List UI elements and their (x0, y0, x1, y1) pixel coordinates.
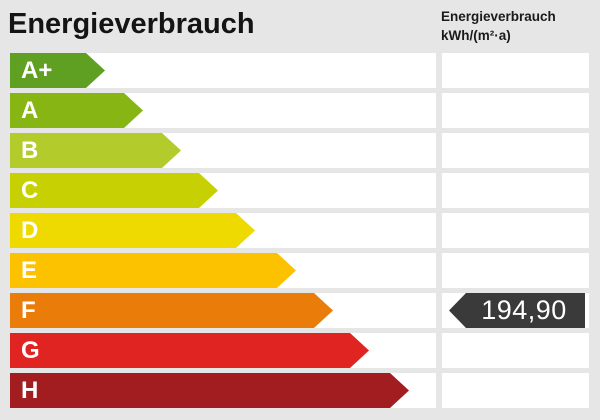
value-cell (442, 133, 589, 168)
scale-track: F (10, 293, 436, 328)
scale-track: D (10, 213, 436, 248)
class-label: E (21, 256, 38, 284)
scale-row-a+: A+ (10, 53, 589, 88)
class-arrow: C (10, 173, 218, 208)
value-cell (442, 253, 589, 288)
class-label: A+ (21, 56, 53, 84)
scale-row-d: D (10, 213, 589, 248)
scale-row-c: C (10, 173, 589, 208)
scale-track: A+ (10, 53, 436, 88)
class-label: F (21, 296, 36, 324)
value-cell (442, 373, 589, 408)
scale-row-b: B (10, 133, 589, 168)
page-title: Energieverbrauch (8, 8, 255, 40)
class-label: C (21, 176, 39, 204)
scale-row-h: H (10, 373, 589, 408)
value-badge: 194,90 (449, 293, 585, 328)
class-arrow: A (10, 93, 143, 128)
value-cell (442, 93, 589, 128)
scale-row-g: G (10, 333, 589, 368)
energy-scale: A+ A B C D (10, 53, 589, 413)
scale-track: C (10, 173, 436, 208)
scale-track: G (10, 333, 436, 368)
value-text: 194,90 (481, 295, 567, 325)
unit-label: Energieverbrauch kWh/(m²·a) (441, 7, 556, 45)
unit-label-line2: kWh/(m²·a) (441, 28, 511, 43)
class-label: H (21, 376, 39, 404)
class-label: A (21, 96, 39, 124)
class-label: B (21, 136, 39, 164)
scale-row-a: A (10, 93, 589, 128)
value-cell (442, 333, 589, 368)
value-cell (442, 53, 589, 88)
scale-track: H (10, 373, 436, 408)
class-arrow: G (10, 333, 369, 368)
class-arrow: B (10, 133, 181, 168)
class-arrow: F (10, 293, 333, 328)
unit-label-line1: Energieverbrauch (441, 9, 556, 24)
scale-track: A (10, 93, 436, 128)
class-label: D (21, 216, 39, 244)
class-arrow: E (10, 253, 296, 288)
scale-track: B (10, 133, 436, 168)
scale-track: E (10, 253, 436, 288)
class-arrow: A+ (10, 53, 105, 88)
class-label: G (21, 336, 40, 364)
class-arrow: D (10, 213, 255, 248)
value-cell (442, 213, 589, 248)
class-arrow: H (10, 373, 409, 408)
scale-row-e: E (10, 253, 589, 288)
value-cell (442, 173, 589, 208)
